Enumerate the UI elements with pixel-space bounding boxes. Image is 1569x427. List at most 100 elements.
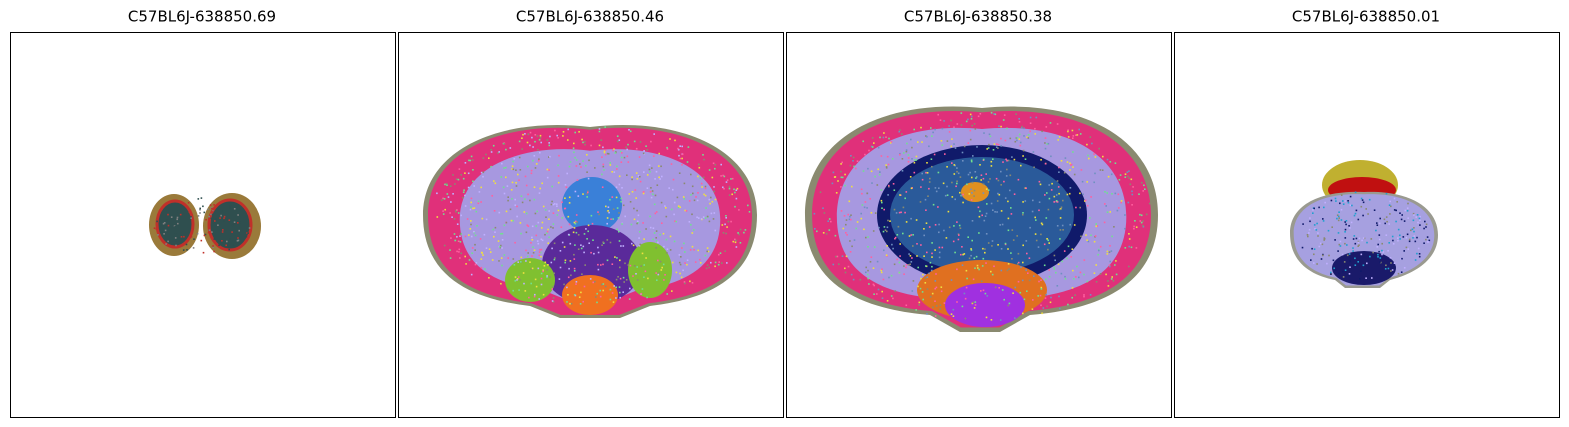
texture-dot: [925, 209, 927, 211]
texture-dot: [935, 273, 937, 275]
texture-dot: [1399, 212, 1401, 214]
texture-dot: [950, 119, 952, 122]
texture-dot: [734, 191, 736, 194]
texture-dot: [441, 199, 443, 201]
texture-dot: [590, 251, 592, 254]
texture-dot: [931, 265, 933, 268]
texture-dot: [673, 240, 676, 243]
texture-dot: [710, 261, 712, 264]
texture-dot: [616, 257, 618, 259]
texture-dot: [982, 158, 985, 161]
texture-dot: [852, 156, 855, 159]
texture-dot: [1040, 279, 1042, 281]
texture-dot: [973, 307, 976, 309]
texture-dot: [1044, 147, 1047, 150]
texture-dot: [1362, 237, 1365, 239]
texture-dot: [619, 291, 621, 294]
texture-dot: [905, 221, 908, 223]
texture-dot: [725, 215, 727, 217]
texture-dot: [666, 252, 668, 254]
texture-dot: [1058, 136, 1061, 138]
texture-dot: [213, 238, 216, 240]
texture-dot: [477, 200, 480, 203]
texture-dot: [1058, 166, 1060, 169]
texture-dot: [654, 194, 657, 197]
texture-dot: [163, 222, 166, 224]
texture-dot: [662, 263, 665, 266]
texture-dot: [470, 206, 472, 208]
texture-dot: [1041, 223, 1044, 226]
texture-dot: [730, 220, 732, 223]
texture-dot: [1090, 234, 1092, 237]
texture-dot: [566, 286, 568, 289]
texture-dot: [901, 133, 903, 135]
texture-dot: [871, 146, 874, 148]
texture-dot: [1000, 248, 1003, 250]
texture-dot: [187, 202, 190, 204]
texture-dot: [962, 160, 964, 162]
texture-dot: [1316, 222, 1318, 225]
texture-dot: [966, 183, 968, 186]
texture-dot: [505, 148, 507, 151]
texture-dot: [565, 186, 568, 188]
texture-dot: [533, 249, 536, 251]
texture-dot: [636, 178, 639, 180]
texture-dot: [593, 252, 595, 255]
texture-dot: [1093, 153, 1095, 155]
texture-dot: [476, 225, 478, 227]
texture-dot: [680, 276, 683, 279]
texture-dot: [600, 264, 602, 266]
texture-dot: [977, 115, 980, 118]
texture-dot: [728, 194, 731, 196]
texture-dot: [619, 150, 622, 153]
texture-dot: [910, 261, 913, 263]
texture-dot: [1079, 271, 1082, 274]
texture-dot: [1376, 246, 1379, 248]
texture-dot: [1012, 239, 1015, 241]
texture-dot: [1050, 189, 1053, 191]
texture-dot: [850, 155, 852, 157]
texture-dot: [1083, 295, 1085, 298]
texture-dot: [1130, 178, 1133, 181]
texture-dot: [980, 179, 982, 181]
texture-dot: [572, 147, 575, 149]
texture-dot: [830, 220, 832, 223]
texture-dot: [863, 206, 866, 209]
texture-dot: [1058, 171, 1060, 173]
texture-dot: [938, 223, 940, 226]
texture-dot: [1419, 219, 1421, 221]
texture-dot: [459, 232, 462, 235]
texture-dot: [720, 163, 722, 166]
texture-dot: [988, 133, 991, 136]
texture-dot: [683, 198, 686, 200]
texture-dot: [956, 123, 959, 125]
texture-dot: [930, 158, 933, 160]
texture-dot: [663, 245, 665, 248]
texture-dot: [531, 255, 533, 257]
texture-dot: [566, 301, 568, 303]
texture-dot: [937, 113, 939, 116]
texture-dot: [176, 218, 178, 221]
texture-dot: [525, 231, 528, 234]
texture-dot: [498, 151, 500, 153]
texture-dot: [460, 174, 462, 176]
texture-dot: [177, 222, 179, 225]
texture-dot: [832, 171, 835, 174]
texture-dot: [649, 190, 652, 193]
texture-dot: [1006, 159, 1008, 162]
texture-dot: [511, 165, 514, 167]
texture-dot: [1023, 298, 1026, 301]
texture-dot: [608, 126, 611, 128]
texture-dot: [541, 239, 544, 242]
texture-dot: [601, 173, 603, 176]
texture-dot: [233, 208, 236, 210]
texture-dot: [1346, 254, 1349, 257]
texture-dot: [1006, 168, 1008, 171]
texture-dot: [996, 200, 999, 202]
texture-dot: [931, 165, 933, 168]
texture-dot: [609, 298, 612, 301]
texture-dot: [1019, 141, 1022, 144]
texture-dot: [170, 216, 173, 218]
texture-dot: [239, 221, 241, 224]
texture-dot: [1323, 206, 1325, 209]
